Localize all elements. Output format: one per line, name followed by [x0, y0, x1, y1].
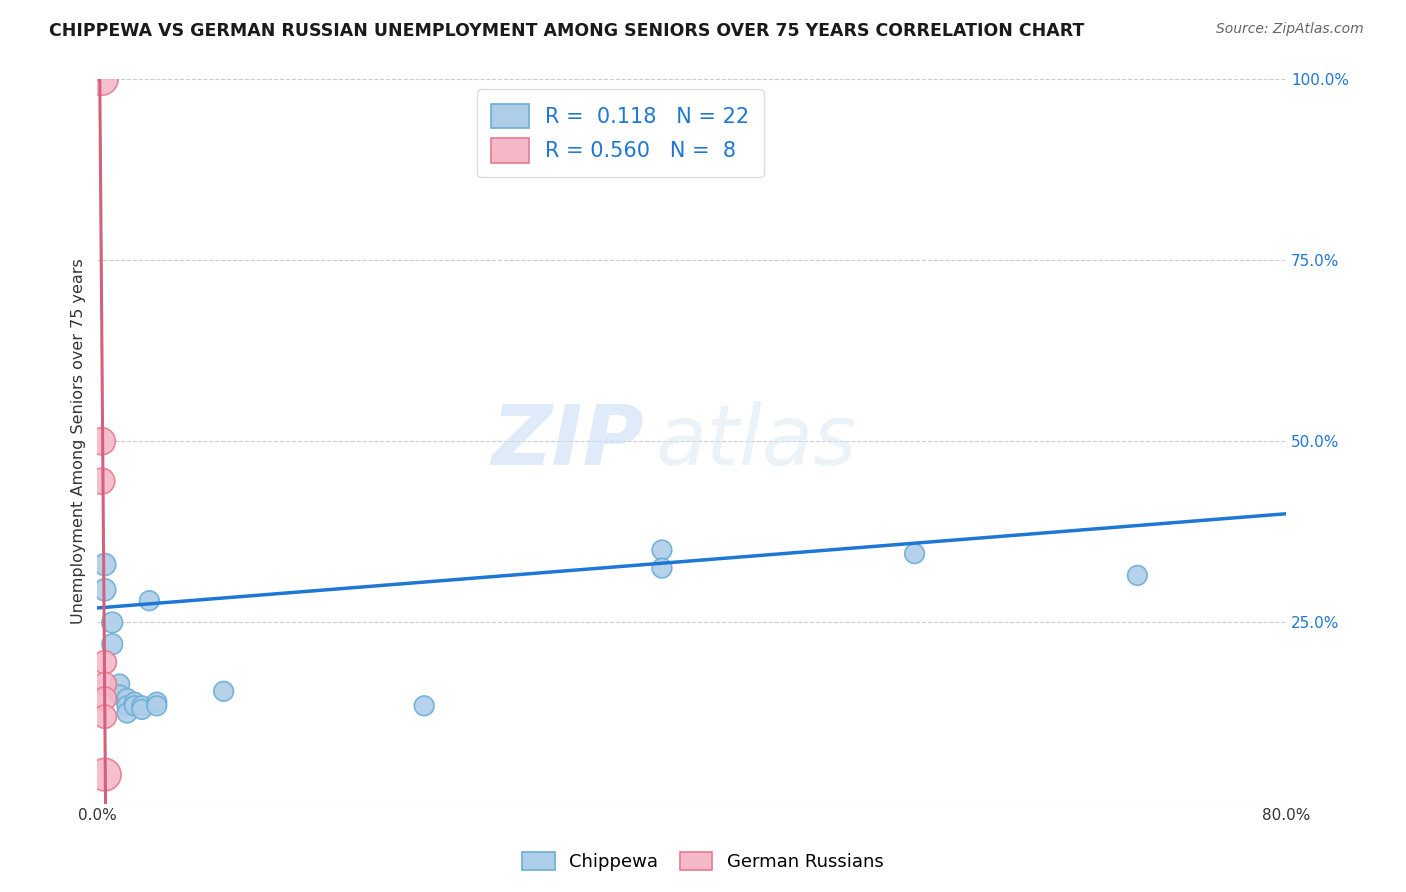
Point — [94, 656, 117, 670]
Point — [138, 593, 160, 607]
Point — [90, 474, 112, 488]
Point — [146, 698, 169, 713]
Point — [101, 637, 124, 651]
Point — [115, 691, 138, 706]
Point — [1126, 568, 1149, 582]
Point — [131, 702, 153, 716]
Point — [146, 695, 169, 709]
Point — [94, 709, 117, 723]
Point — [94, 767, 117, 781]
Y-axis label: Unemployment Among Seniors over 75 years: Unemployment Among Seniors over 75 years — [72, 259, 86, 624]
Text: ZIP: ZIP — [492, 401, 644, 482]
Point — [212, 684, 235, 698]
Point — [131, 698, 153, 713]
Point — [108, 688, 131, 702]
Point — [115, 698, 138, 713]
Point — [90, 72, 112, 87]
Point — [124, 695, 146, 709]
Text: CHIPPEWA VS GERMAN RUSSIAN UNEMPLOYMENT AMONG SENIORS OVER 75 YEARS CORRELATION : CHIPPEWA VS GERMAN RUSSIAN UNEMPLOYMENT … — [49, 22, 1084, 40]
Point — [90, 434, 112, 449]
Point — [903, 547, 925, 561]
Text: Source: ZipAtlas.com: Source: ZipAtlas.com — [1216, 22, 1364, 37]
Text: atlas: atlas — [657, 401, 858, 482]
Point — [651, 543, 673, 558]
Point — [94, 558, 117, 572]
Point — [115, 706, 138, 720]
Point — [108, 677, 131, 691]
Legend: R =  0.118   N = 22, R = 0.560   N =  8: R = 0.118 N = 22, R = 0.560 N = 8 — [477, 89, 763, 178]
Point — [124, 698, 146, 713]
Point — [94, 582, 117, 597]
Legend: Chippewa, German Russians: Chippewa, German Russians — [515, 846, 891, 879]
Point — [94, 677, 117, 691]
Point — [413, 698, 436, 713]
Point — [94, 691, 117, 706]
Point — [651, 561, 673, 575]
Point — [101, 615, 124, 630]
